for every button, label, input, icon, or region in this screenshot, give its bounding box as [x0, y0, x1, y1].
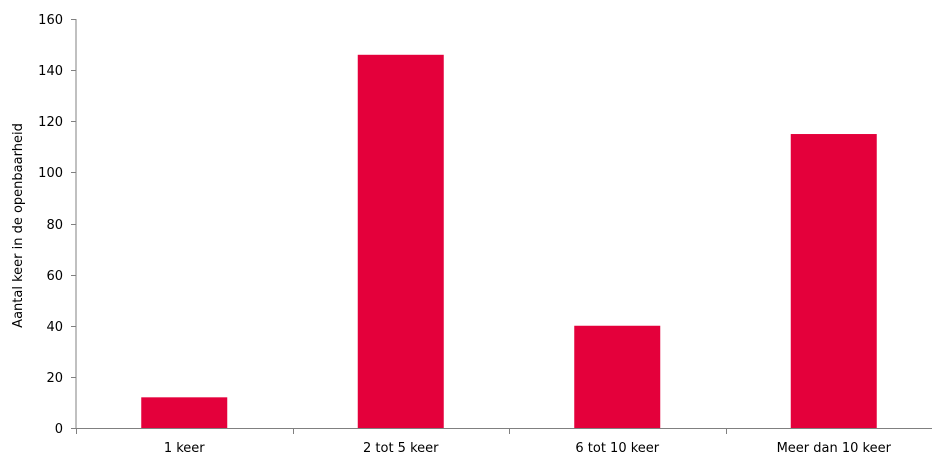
bars — [141, 54, 877, 428]
bar — [357, 54, 444, 428]
x-tick-label: 1 keer — [164, 441, 205, 456]
y-tick-label: 60 — [46, 269, 63, 284]
y-axis: 0 20 40 60 80 100 120 140 160 — [38, 13, 77, 437]
x-tick-label: 2 tot 5 keer — [363, 441, 439, 456]
y-tick-label: 20 — [46, 371, 63, 386]
y-tick-label: 140 — [38, 64, 63, 79]
x-tick-label: Meer dan 10 keer — [777, 441, 892, 456]
y-axis-label: Aantal keer in de openbaarheid — [11, 123, 26, 328]
bar — [790, 134, 877, 428]
bar — [574, 325, 661, 428]
x-axis: 1 keer 2 tot 5 keer 6 tot 10 keer Meer dan … — [76, 428, 932, 456]
bar — [141, 397, 228, 428]
y-tick-label: 80 — [46, 218, 63, 233]
y-tick-label: 120 — [38, 115, 63, 130]
x-tick-label: 6 tot 10 keer — [575, 441, 659, 456]
y-tick-label: 0 — [55, 422, 63, 437]
y-tick-label: 160 — [38, 13, 63, 28]
y-tick-label: 40 — [46, 320, 63, 335]
y-tick-label: 100 — [38, 166, 63, 181]
